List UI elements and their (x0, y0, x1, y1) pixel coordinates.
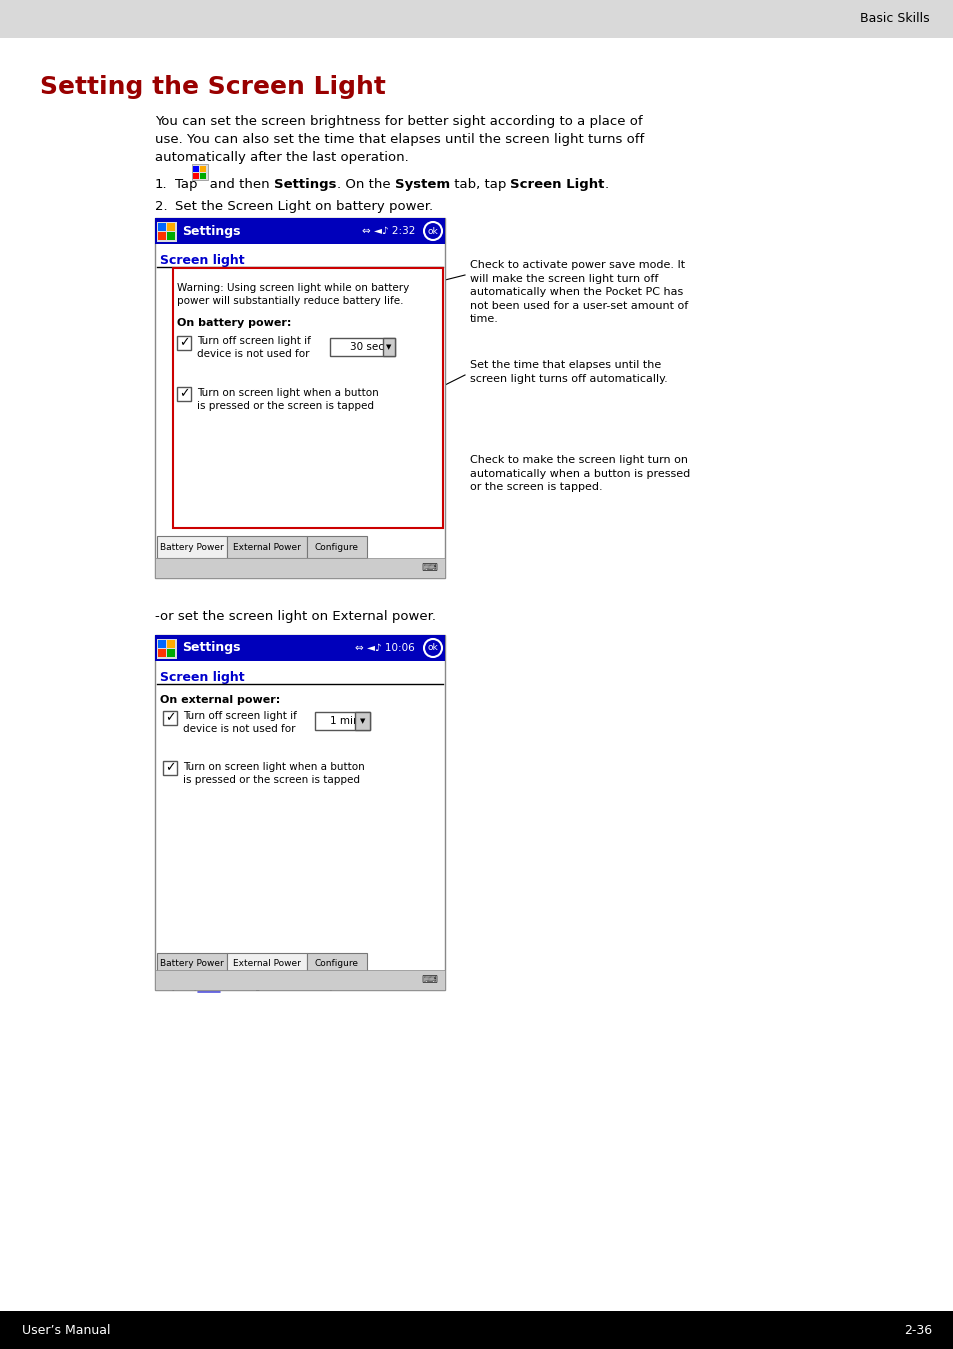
FancyBboxPatch shape (227, 536, 307, 558)
Text: Turn on screen light when a button
is pressed or the screen is tapped: Turn on screen light when a button is pr… (196, 389, 378, 411)
FancyBboxPatch shape (177, 387, 191, 401)
FancyBboxPatch shape (192, 165, 208, 179)
Text: ▼: ▼ (360, 718, 365, 724)
Text: You can set the screen brightness for better sight according to a place of
use. : You can set the screen brightness for be… (154, 115, 643, 165)
FancyBboxPatch shape (154, 970, 444, 990)
FancyBboxPatch shape (177, 336, 191, 349)
FancyBboxPatch shape (158, 639, 166, 648)
Text: Check to activate power save mode. It
will make the screen light turn off
automa: Check to activate power save mode. It wi… (470, 260, 687, 324)
FancyBboxPatch shape (163, 711, 177, 724)
FancyBboxPatch shape (167, 649, 174, 657)
Text: On external power:: On external power: (160, 695, 280, 706)
Circle shape (423, 223, 441, 240)
Text: ok: ok (427, 643, 438, 653)
Text: Screen Light: Screen Light (510, 178, 604, 192)
FancyBboxPatch shape (154, 558, 444, 577)
Text: Configure: Configure (314, 959, 358, 969)
Text: Battery Power: Battery Power (160, 542, 224, 552)
FancyBboxPatch shape (157, 223, 177, 241)
Text: ✓: ✓ (165, 761, 175, 774)
Text: ok: ok (427, 227, 438, 236)
Text: Set the time that elapses until the
screen light turns off automatically.: Set the time that elapses until the scre… (470, 360, 667, 383)
FancyBboxPatch shape (193, 166, 199, 173)
Text: Settings: Settings (274, 178, 336, 192)
FancyBboxPatch shape (157, 952, 227, 975)
Text: ✓: ✓ (178, 387, 189, 401)
FancyBboxPatch shape (157, 536, 227, 558)
Text: External Power: External Power (233, 959, 300, 969)
Text: Configure: Configure (314, 542, 358, 552)
FancyBboxPatch shape (154, 635, 444, 990)
Text: Basic Skills: Basic Skills (860, 12, 929, 26)
FancyBboxPatch shape (330, 339, 395, 356)
FancyBboxPatch shape (307, 536, 367, 558)
Text: Adjust power settings to conserve power.: Adjust power settings to conserve power. (160, 981, 361, 992)
FancyBboxPatch shape (0, 0, 953, 38)
Text: 2.: 2. (154, 200, 168, 213)
Text: Setting the Screen Light: Setting the Screen Light (40, 76, 385, 98)
FancyBboxPatch shape (200, 166, 206, 173)
FancyBboxPatch shape (158, 232, 166, 240)
Text: ✓: ✓ (165, 711, 175, 724)
FancyBboxPatch shape (227, 952, 307, 975)
Text: 1.: 1. (154, 178, 168, 192)
Text: System: System (395, 178, 450, 192)
FancyBboxPatch shape (167, 639, 174, 648)
Text: Check to make the screen light turn on
automatically when a button is pressed
or: Check to make the screen light turn on a… (470, 455, 690, 492)
Text: ▼: ▼ (386, 344, 392, 349)
Text: Adjust power settings to conserve power.: Adjust power settings to conserve power. (160, 564, 361, 575)
FancyBboxPatch shape (314, 712, 370, 730)
FancyBboxPatch shape (163, 761, 177, 774)
Text: User’s Manual: User’s Manual (22, 1323, 111, 1337)
Text: Turn off screen light if
device is not used for: Turn off screen light if device is not u… (183, 711, 296, 734)
Text: Tap: Tap (174, 178, 197, 192)
FancyBboxPatch shape (154, 219, 444, 577)
Text: Set the Screen Light on battery power.: Set the Screen Light on battery power. (174, 200, 433, 213)
FancyBboxPatch shape (154, 219, 444, 244)
Text: Turn off screen light if
device is not used for: Turn off screen light if device is not u… (196, 336, 311, 359)
Text: ⌨: ⌨ (420, 563, 436, 573)
Text: ✓: ✓ (178, 336, 189, 349)
Text: .: . (604, 178, 608, 192)
FancyBboxPatch shape (200, 173, 206, 179)
Text: tab, tap: tab, tap (450, 178, 510, 192)
Text: -or set the screen light on External power.: -or set the screen light on External pow… (154, 610, 436, 623)
Text: and then: and then (197, 178, 274, 192)
Text: Turn on screen light when a button
is pressed or the screen is tapped: Turn on screen light when a button is pr… (183, 762, 364, 785)
FancyBboxPatch shape (355, 712, 370, 730)
FancyBboxPatch shape (158, 649, 166, 657)
FancyBboxPatch shape (154, 635, 444, 661)
Text: On battery power:: On battery power: (177, 318, 291, 328)
Text: Settings: Settings (182, 224, 240, 237)
Text: External Power: External Power (233, 542, 300, 552)
Text: ⇔ ◄♪ 10:06: ⇔ ◄♪ 10:06 (355, 643, 415, 653)
Circle shape (423, 639, 441, 657)
FancyBboxPatch shape (193, 173, 199, 179)
Text: 30 sec: 30 sec (350, 343, 384, 352)
Text: Screen light: Screen light (160, 670, 244, 684)
Text: ⇔ ◄♪ 2:32: ⇔ ◄♪ 2:32 (361, 227, 415, 236)
FancyBboxPatch shape (158, 223, 166, 231)
FancyBboxPatch shape (307, 952, 367, 975)
Text: 1 min: 1 min (330, 716, 359, 726)
FancyBboxPatch shape (167, 232, 174, 240)
FancyBboxPatch shape (382, 339, 395, 356)
Text: Screen light: Screen light (160, 254, 244, 267)
FancyBboxPatch shape (0, 1311, 953, 1349)
Text: Battery Power: Battery Power (160, 959, 224, 969)
Text: 2-36: 2-36 (902, 1323, 931, 1337)
Text: ⌨: ⌨ (420, 975, 436, 985)
FancyBboxPatch shape (167, 223, 174, 231)
Text: Warning: Using screen light while on battery
power will substantially reduce bat: Warning: Using screen light while on bat… (177, 283, 409, 306)
Text: Settings: Settings (182, 642, 240, 654)
FancyBboxPatch shape (157, 639, 177, 660)
Text: . On the: . On the (336, 178, 395, 192)
